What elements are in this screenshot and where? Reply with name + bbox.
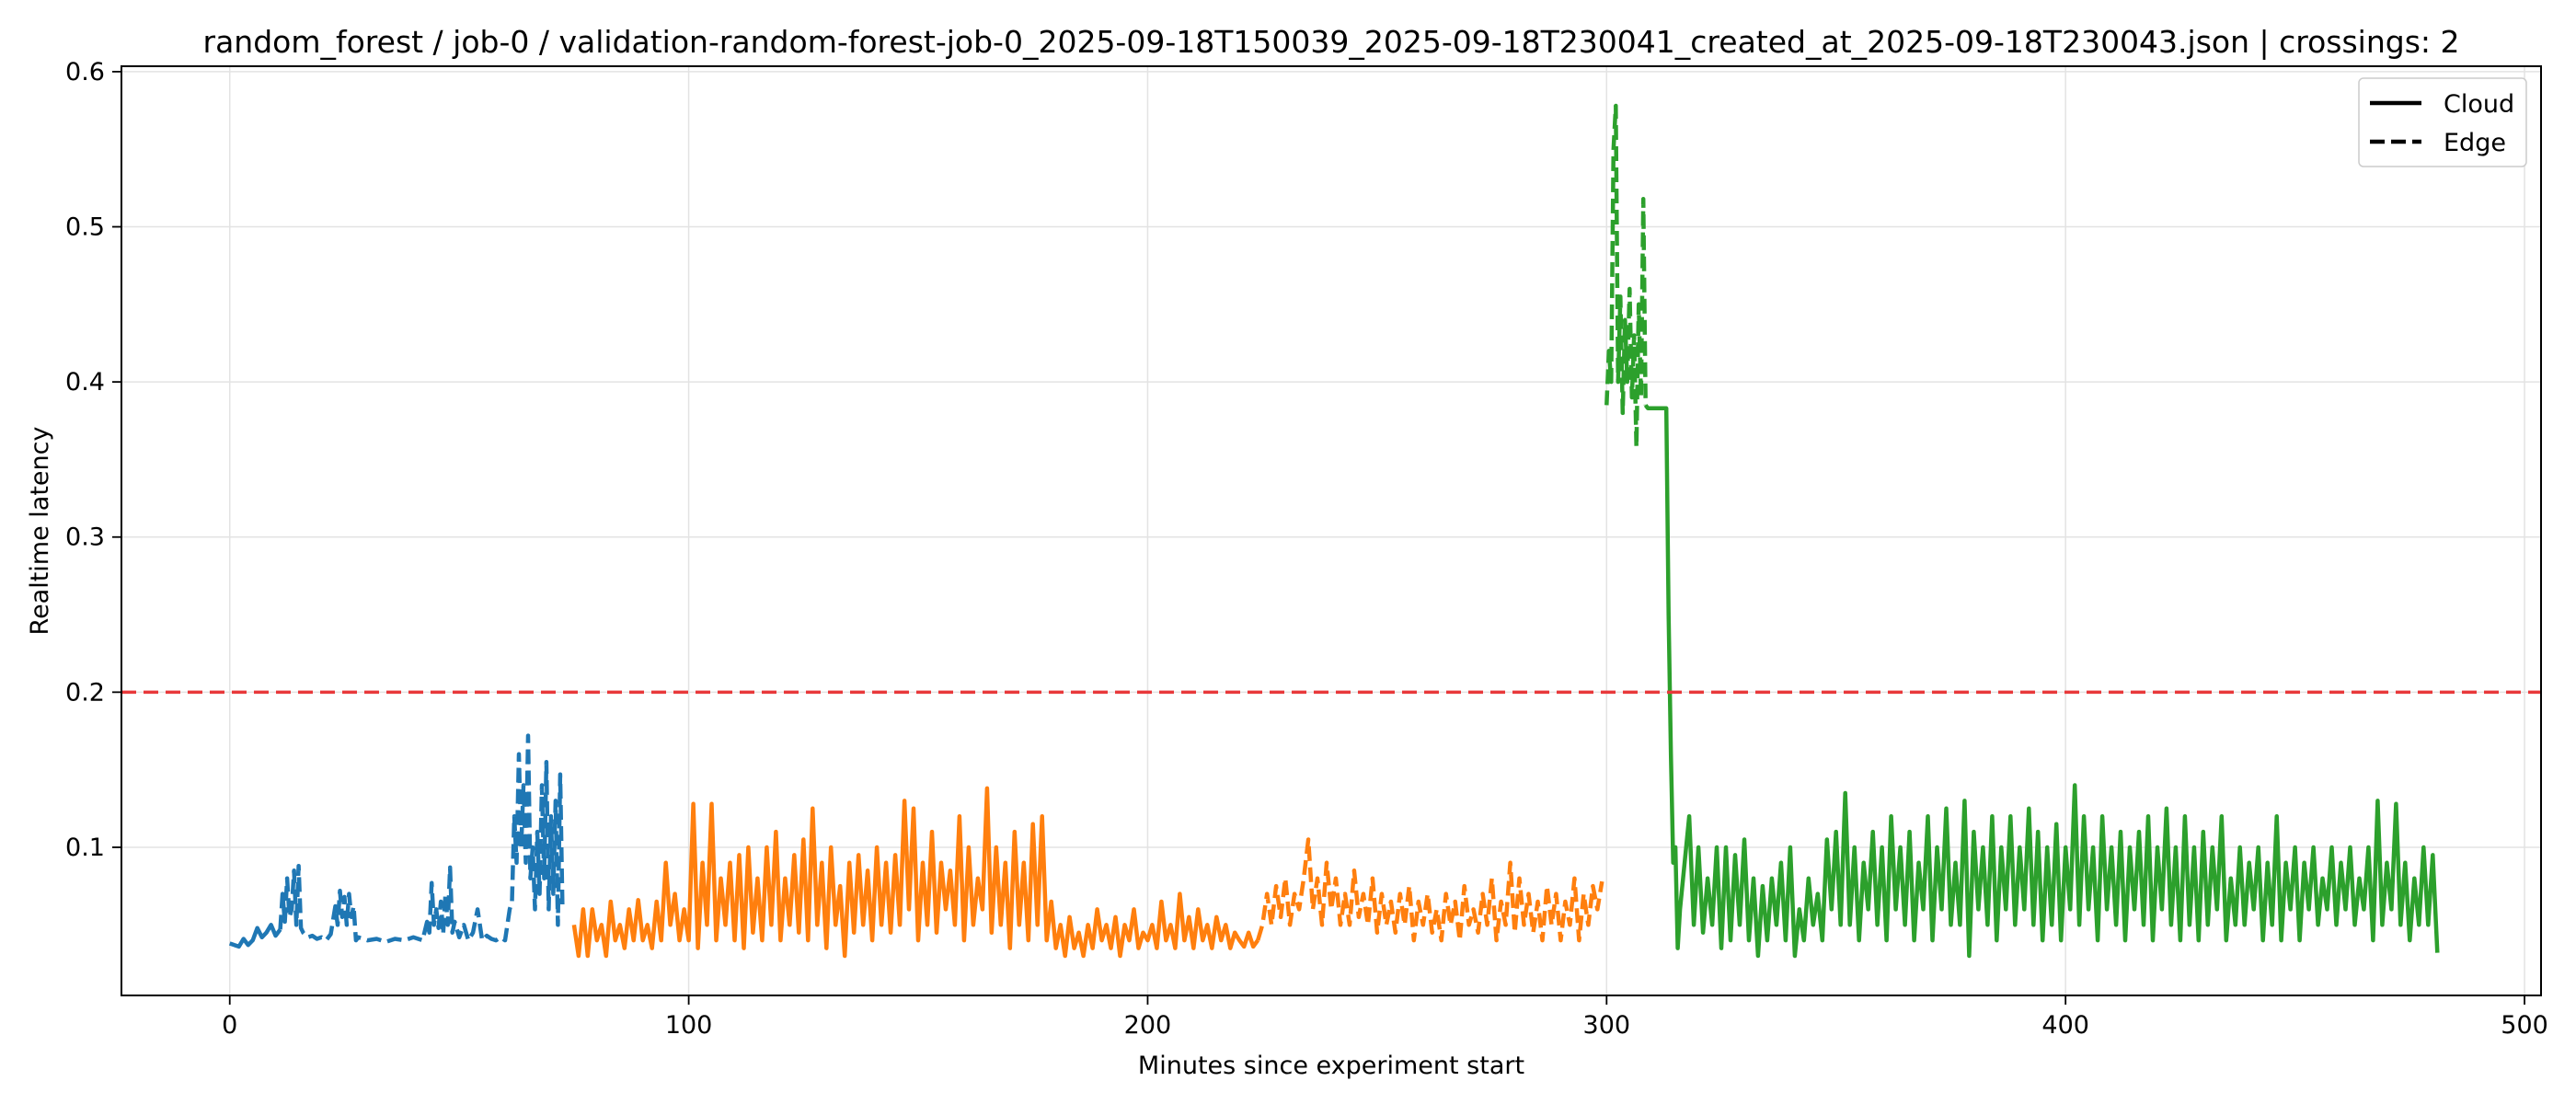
- legend-label-cloud: Cloud: [2444, 90, 2514, 119]
- x-tick-label: 400: [2041, 1011, 2089, 1040]
- series-line-5: [1604, 103, 1648, 450]
- legend: Cloud Edge: [2358, 77, 2527, 167]
- legend-label-edge: Edge: [2444, 129, 2506, 157]
- y-tick-label: 0.1: [65, 834, 105, 862]
- chart-title: random_forest / job-0 / validation-rando…: [203, 24, 2460, 60]
- y-axis-label: Realtime latency: [26, 426, 54, 635]
- axis-ticks: 0 100 200 300 400 500 0.1 0.2 0.3 0.4 0.5 0.6: [65, 58, 2548, 1040]
- x-tick-label: 200: [1124, 1011, 1172, 1040]
- x-tick-label: 100: [665, 1011, 713, 1040]
- y-tick-label: 0.3: [65, 523, 105, 552]
- x-tick-label: 500: [2501, 1011, 2548, 1040]
- series-line-6: [1643, 404, 2440, 959]
- plot-frame: [121, 65, 2542, 996]
- y-tick-label: 0.5: [65, 213, 105, 242]
- series-line-2: [278, 733, 565, 945]
- series-line-4: [1256, 837, 1604, 943]
- series-group: [228, 103, 2440, 959]
- series-line-3: [571, 786, 1260, 959]
- y-tick-label: 0.4: [65, 368, 105, 397]
- series-line-1: [228, 923, 282, 949]
- y-tick-label: 0.6: [65, 58, 105, 86]
- y-tick-label: 0.2: [65, 678, 105, 707]
- x-tick-label: 300: [1583, 1011, 1631, 1040]
- legend-box: [2358, 77, 2527, 167]
- x-axis-label: Minutes since experiment start: [1138, 1052, 1524, 1080]
- x-tick-label: 0: [222, 1011, 237, 1040]
